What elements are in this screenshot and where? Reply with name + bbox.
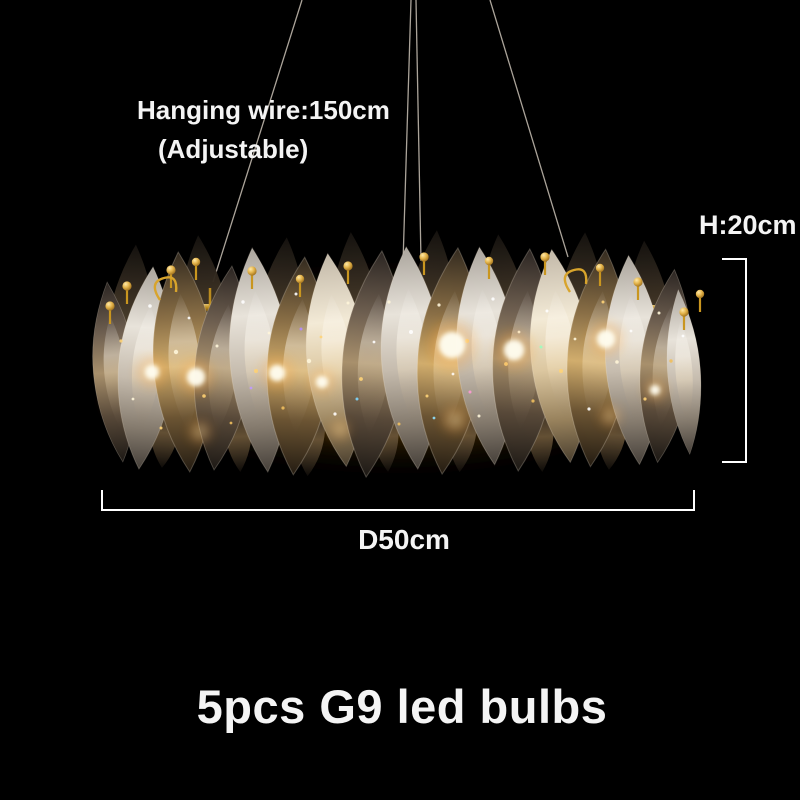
dimension-lines <box>101 258 747 511</box>
height-dimension-bracket <box>722 258 747 463</box>
gold-pins <box>105 252 705 330</box>
hanging-wire-center-right <box>415 0 422 262</box>
diameter-dimension-bracket <box>101 490 695 511</box>
hanging-wire-right <box>489 0 569 258</box>
bulb-glow-front <box>134 317 668 446</box>
hanging-wire-center-left <box>402 0 412 264</box>
hanging-wire-label-line2: (Adjustable) <box>158 134 309 164</box>
hanging-wires <box>212 0 569 283</box>
bulbs-label: 5pcs G9 led bulbs <box>196 680 608 733</box>
hanging-wire-label-line1: Hanging wire:150cm <box>137 95 390 125</box>
diameter-label: D50cm <box>358 524 450 555</box>
hanging-wire-left <box>212 0 303 283</box>
height-label: H:20cm <box>699 210 797 240</box>
